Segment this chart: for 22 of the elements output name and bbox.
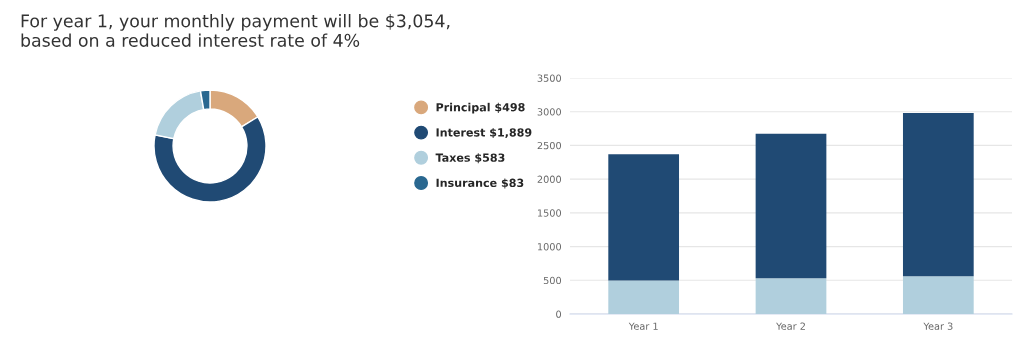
bar (755, 278, 827, 314)
bar (902, 113, 974, 277)
bar (608, 280, 680, 314)
y-tick-label: 500 (543, 276, 562, 285)
legend-label: Interest $1,889 (436, 128, 532, 139)
y-tick-label: 3000 (537, 108, 562, 116)
x-tick-label: Year 2 (776, 322, 805, 330)
bar (608, 154, 680, 281)
legend-label: Principal $498 (436, 102, 525, 114)
y-tick-label: 3500 (537, 74, 562, 82)
legend-label: Insurance $83 (436, 178, 524, 189)
bar (755, 133, 827, 279)
legend-label: Taxes $583 (435, 153, 505, 164)
bar (902, 276, 974, 314)
y-tick-label: 2000 (537, 175, 562, 183)
x-tick-label: Year 3 (923, 322, 953, 330)
y-tick-label: 0 (556, 310, 562, 318)
x-tick-label: Year 1 (628, 322, 658, 330)
y-tick-label: 1000 (537, 243, 562, 251)
y-tick-label: 1500 (537, 209, 562, 217)
chart-title: For year 1, your monthly payment will be $3,054, based on a reduced interest rate of 4% (21, 14, 450, 47)
y-tick-label: 2500 (537, 141, 562, 150)
